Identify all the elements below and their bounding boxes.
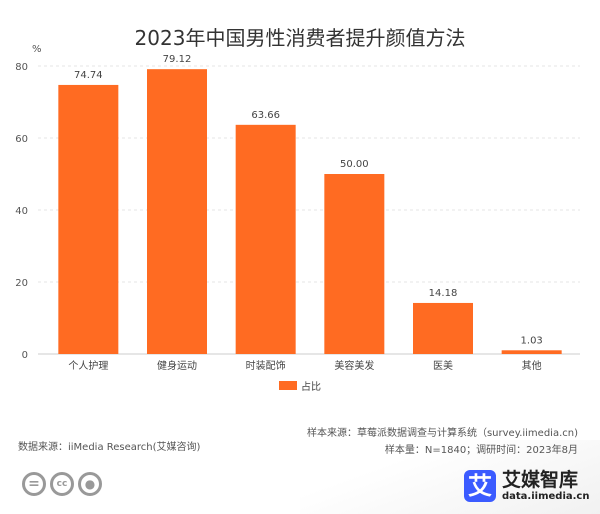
bar	[324, 174, 385, 354]
data-label: 74.74	[74, 70, 103, 81]
sample-source: 样本来源：草莓派数据调查与计算系统（survey.iimedia.cn)	[306, 428, 578, 439]
data-label: 79.12	[163, 54, 192, 65]
brand-name: 艾媒智库	[502, 469, 579, 491]
cc-icon: cc	[50, 472, 74, 496]
chart-title: 2023年中国男性消费者提升颜值方法	[134, 26, 466, 50]
bar	[58, 84, 119, 354]
sample-info: 样本量：N=1840；调研时间：2023年8月	[384, 445, 578, 456]
y-tick-label: 40	[15, 206, 28, 217]
bar	[147, 69, 207, 354]
data-label: 1.03	[521, 335, 543, 346]
bar	[235, 124, 296, 354]
by-icon: ●	[78, 472, 102, 496]
data-label: 50.00	[340, 159, 369, 170]
data-label: 63.66	[251, 110, 280, 121]
y-tick-label: 0	[22, 350, 28, 361]
x-tick-label: 健身运动	[157, 359, 197, 372]
brand-url: data.iimedia.cn	[502, 491, 590, 502]
x-tick-label: 时装配饰	[246, 359, 286, 372]
legend-label: 占比	[301, 380, 321, 393]
nd-icon: =	[22, 472, 46, 496]
brand-logo-mark: 艾	[464, 470, 496, 502]
data-label: 14.18	[429, 288, 458, 299]
bar	[413, 302, 473, 354]
watermark-bg	[300, 440, 600, 514]
bar-chart: % 0 20 40 60 80 74.74 个人护理 79.12 健身运动 63.66 时装配饰 50.…	[15, 44, 580, 393]
x-tick-label: 医美	[433, 359, 453, 372]
y-axis-unit: %	[32, 44, 42, 55]
x-tick-label: 美容美发	[334, 359, 374, 372]
license-icons: = cc ●	[22, 472, 102, 496]
brand-logo: 艾 艾媒智库 data.iimedia.cn	[464, 470, 589, 502]
data-source: 数据来源：iiMedia Research(艾媒咨询)	[18, 442, 201, 453]
y-tick-label: 20	[15, 278, 28, 289]
x-tick-label: 其他	[522, 359, 542, 372]
y-tick-label: 60	[15, 134, 28, 145]
y-tick-label: 80	[15, 62, 28, 73]
legend-swatch	[279, 381, 297, 390]
x-tick-label: 个人护理	[68, 359, 108, 372]
bar	[501, 350, 562, 354]
